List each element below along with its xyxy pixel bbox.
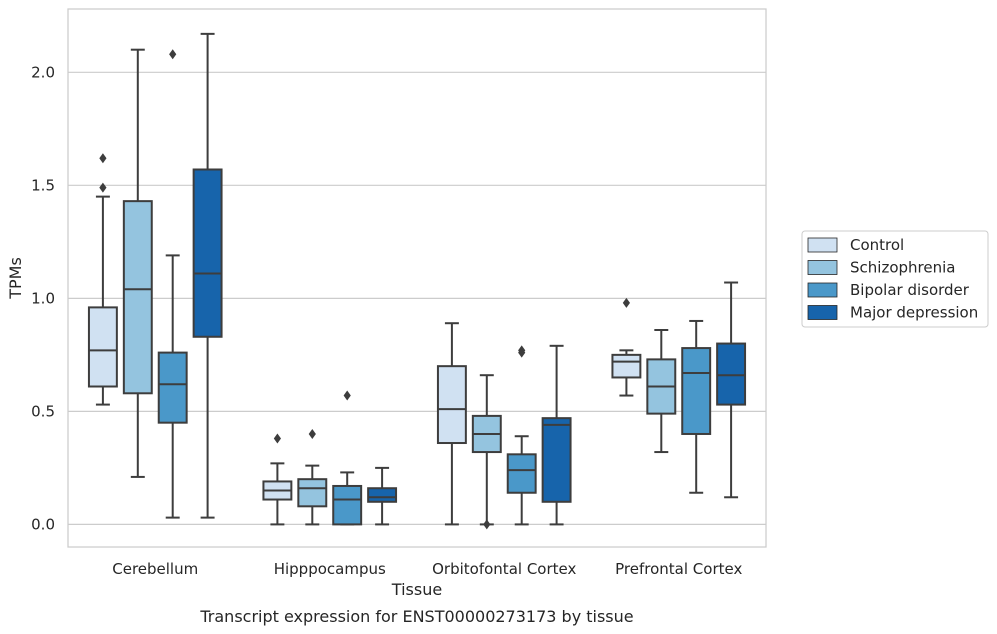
- box: [541, 417, 572, 503]
- x-tick-labels: Cerebellum Hipppocampus Orbitofontal Corte…: [112, 560, 742, 578]
- legend-swatch: [807, 282, 838, 298]
- y-tick-label: 1.5: [31, 176, 55, 194]
- legend-label: Schizophrenia: [850, 259, 955, 277]
- x-axis-label: Tissue: [391, 580, 442, 599]
- legend-label: Control: [850, 236, 904, 254]
- box-group: [471, 374, 502, 530]
- box: [716, 342, 747, 406]
- box: [681, 347, 712, 435]
- box-group: [506, 345, 537, 526]
- legend-swatch: [807, 237, 838, 253]
- box-group: [611, 297, 642, 397]
- legend-label: Major depression: [850, 304, 978, 322]
- y-tick-labels: 0.0 0.5 1.0 1.5 2.0: [31, 63, 55, 533]
- outlier-point: [169, 49, 177, 60]
- outlier-point: [622, 297, 630, 308]
- box: [506, 453, 537, 494]
- box-group: [716, 281, 747, 499]
- box: [367, 487, 398, 503]
- y-tick-label: 2.0: [31, 63, 55, 81]
- x-tick-label: Orbitofontal Cortex: [432, 560, 576, 578]
- box-group: [262, 433, 293, 526]
- x-tick-label: Prefrontal Cortex: [615, 560, 742, 578]
- box: [122, 200, 153, 395]
- outlier-point: [99, 153, 107, 164]
- box-group: [681, 319, 712, 494]
- outlier-point: [483, 519, 491, 530]
- x-tick-label: Cerebellum: [112, 560, 198, 578]
- box: [436, 365, 467, 445]
- outlier-point: [273, 433, 281, 444]
- box-group: [297, 428, 328, 526]
- y-tick-label: 1.0: [31, 289, 55, 307]
- legend-label: Bipolar disorder: [850, 281, 970, 299]
- box-group: [87, 153, 118, 406]
- legend: Control Schizophrenia Bipolar disorder Majo…: [801, 230, 989, 328]
- plot-area-frame: [67, 8, 767, 548]
- y-tick-label: 0.0: [31, 515, 55, 533]
- chart-caption: Transcript expression for ENST0000027317…: [199, 607, 633, 626]
- box: [611, 353, 642, 379]
- outlier-point: [343, 390, 351, 401]
- y-tick-label: 0.5: [31, 402, 55, 420]
- box-group: [646, 328, 677, 454]
- x-tick-label: Hipppocampus: [274, 560, 386, 578]
- outlier-point: [308, 428, 316, 439]
- box-group: [436, 322, 467, 526]
- legend-swatch: [807, 260, 838, 275]
- box-group: [541, 344, 572, 526]
- box: [192, 168, 223, 338]
- box-group: [122, 48, 153, 478]
- outlier-point: [99, 182, 107, 193]
- box: [297, 478, 328, 508]
- box: [157, 351, 188, 424]
- outlier-point: [518, 345, 526, 356]
- box-group: [332, 390, 363, 526]
- y-axis-label: TPMs: [6, 257, 25, 300]
- box-group: [367, 466, 398, 526]
- legend-frame: [801, 230, 989, 328]
- box-group: [192, 32, 223, 519]
- box: [87, 306, 118, 388]
- box-group: [157, 49, 188, 519]
- box: [332, 484, 363, 526]
- legend-swatch: [807, 305, 838, 320]
- box-marks: [87, 32, 747, 530]
